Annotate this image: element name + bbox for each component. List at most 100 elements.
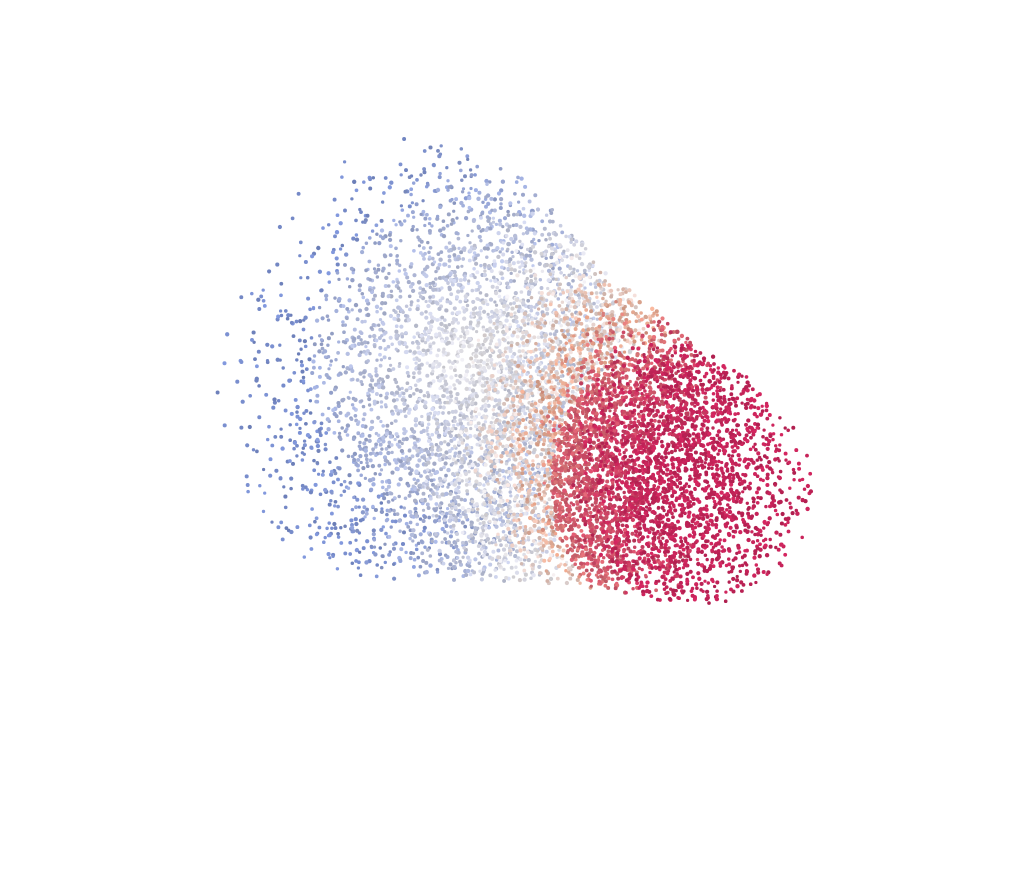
cloud-point (618, 452, 622, 456)
cloud-point (447, 449, 452, 454)
cloud-point (368, 334, 372, 339)
cloud-point (454, 560, 458, 565)
cloud-point (607, 445, 612, 450)
cloud-point (415, 448, 420, 453)
cloud-point (479, 577, 485, 582)
cloud-point (491, 538, 496, 542)
cloud-point (326, 533, 331, 538)
cloud-point (312, 342, 317, 347)
cloud-point (441, 405, 446, 410)
cloud-point (486, 312, 490, 316)
cloud-point (547, 219, 553, 224)
cloud-point (327, 280, 332, 284)
cloud-point (497, 294, 502, 299)
cloud-point (470, 400, 475, 406)
cloud-point (418, 517, 423, 521)
cloud-point (444, 245, 449, 250)
cloud-point (390, 450, 394, 455)
cloud-point (409, 303, 413, 307)
cloud-point (463, 524, 468, 529)
cloud-point (333, 471, 338, 476)
cloud-point (490, 309, 494, 314)
cloud-point (457, 503, 461, 507)
cloud-point (641, 326, 646, 331)
cloud-point (308, 399, 313, 403)
cloud-point (463, 498, 467, 503)
cloud-point (421, 287, 426, 292)
cloud-point (492, 259, 497, 263)
cloud-point (301, 446, 305, 450)
cloud-point (406, 317, 412, 323)
cloud-point (403, 271, 408, 277)
cloud-point (416, 541, 421, 546)
cloud-point (287, 378, 292, 383)
cloud-point (517, 349, 522, 354)
cloud-point (426, 240, 430, 245)
cloud-point (471, 392, 475, 396)
cloud-point (463, 297, 468, 302)
cloud-point (367, 403, 372, 407)
cloud-point (481, 423, 486, 428)
cloud-point (468, 241, 472, 245)
cloud-point (454, 373, 458, 378)
cloud-point (393, 437, 397, 442)
cloud-point (404, 349, 409, 355)
cloud-point (407, 448, 412, 453)
cloud-point (381, 435, 386, 440)
cloud-point (310, 254, 315, 259)
cloud-point (340, 426, 344, 430)
cloud-point (334, 308, 339, 314)
cloud-point (308, 307, 312, 312)
cloud-point (399, 324, 404, 329)
cloud-point (445, 223, 450, 228)
cloud-point (400, 541, 406, 547)
cloud-point (499, 522, 504, 527)
cloud-point (489, 464, 494, 469)
cloud-point (352, 336, 357, 342)
cloud-point (496, 354, 501, 359)
cloud-point (500, 385, 505, 390)
cloud-point (406, 457, 411, 463)
cloud-point (467, 205, 472, 210)
cloud-point (382, 355, 387, 360)
cloud-point (222, 361, 227, 366)
cloud-point (371, 528, 376, 533)
cloud-point (365, 213, 370, 218)
cloud-point (345, 423, 351, 428)
cloud-point (354, 505, 358, 510)
cloud-point (496, 369, 501, 374)
cloud-point (380, 479, 385, 484)
cloud-point (454, 544, 459, 549)
cloud-point (378, 363, 383, 368)
cloud-point (501, 337, 506, 342)
cloud-point (315, 437, 320, 443)
cloud-point (449, 530, 454, 534)
point-cloud (215, 137, 814, 605)
cloud-point (332, 197, 337, 202)
cloud-point (529, 550, 534, 555)
cloud-point (424, 299, 428, 304)
cloud-point (340, 175, 344, 179)
cloud-point (491, 549, 496, 554)
cloud-point (316, 448, 321, 453)
cloud-point (439, 144, 443, 148)
cloud-point (419, 173, 423, 177)
cloud-point (308, 535, 313, 540)
cloud-point (500, 247, 504, 251)
cloud-point (505, 304, 510, 309)
cloud-point (501, 508, 505, 513)
cloud-point (352, 457, 357, 463)
cloud-point (388, 237, 393, 242)
cloud-point (547, 532, 552, 536)
cloud-point (358, 573, 363, 577)
cloud-point (404, 319, 408, 323)
cloud-point (323, 447, 328, 452)
cloud-point (394, 380, 399, 385)
cloud-point (355, 528, 360, 533)
cloud-point (573, 495, 577, 500)
cloud-point (500, 179, 506, 184)
cloud-point (267, 269, 272, 274)
cloud-point (408, 349, 412, 353)
